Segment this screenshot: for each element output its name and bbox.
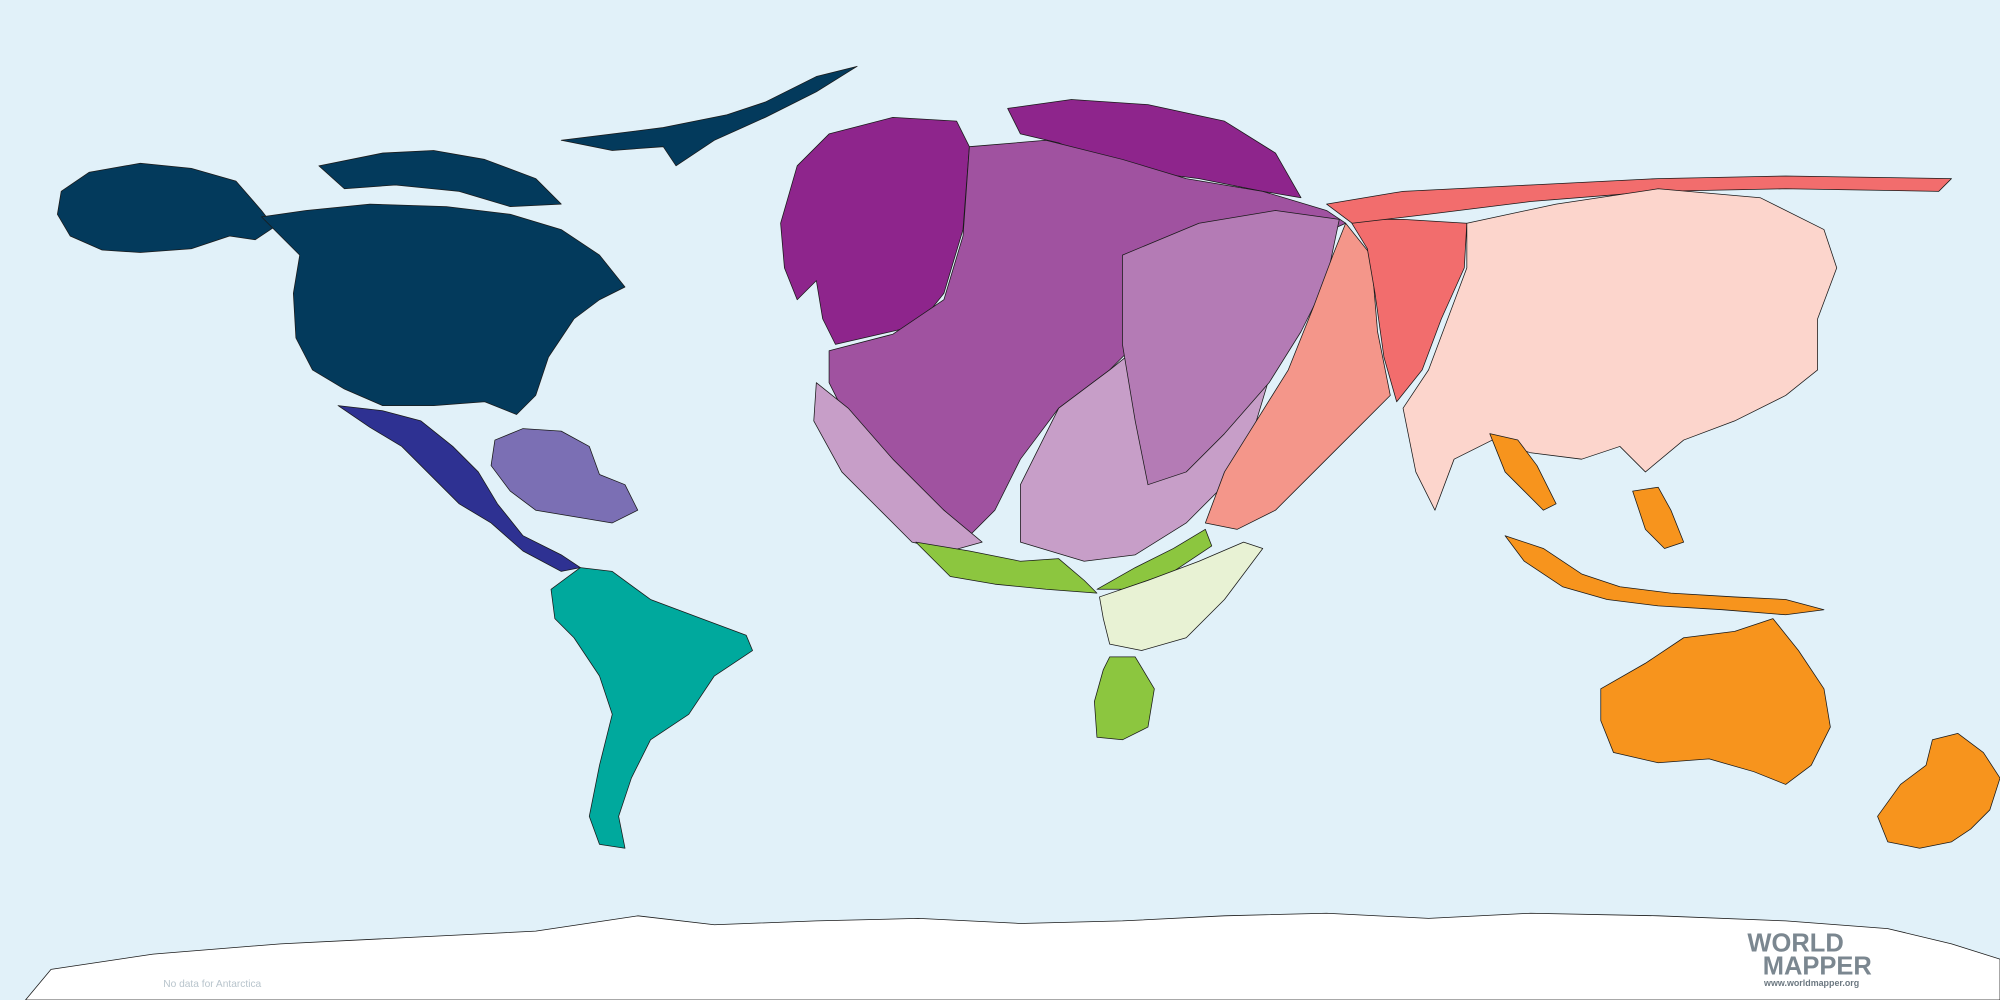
central-region [1122, 210, 1340, 486]
south-asia-green [915, 541, 1098, 594]
logo-line1: WORLD [1747, 930, 1843, 958]
logo-url: www.worldmapper.org [1763, 978, 1859, 988]
southern-green [1094, 656, 1155, 741]
indonesia [1504, 535, 1825, 616]
southeast-asia [1489, 433, 1557, 511]
greenland-strait [560, 65, 858, 167]
canada-usa [261, 203, 626, 415]
caribbean [490, 428, 639, 524]
australia [1600, 618, 1831, 785]
canada-islands [318, 150, 562, 208]
logo-line2: MAPPER [1763, 952, 1872, 980]
antarctica-note: No data for Antarctica [163, 979, 261, 990]
light-green-region [1099, 541, 1264, 651]
south-america [550, 567, 753, 849]
philippines [1632, 486, 1685, 549]
new-zealand [1877, 733, 2000, 849]
salmon-region [1204, 222, 1391, 530]
antarctica [25, 912, 2000, 1000]
red-region [1349, 219, 1468, 403]
northern-strip [1326, 175, 1952, 224]
alaska [57, 162, 275, 253]
east-asia [1402, 188, 1838, 511]
